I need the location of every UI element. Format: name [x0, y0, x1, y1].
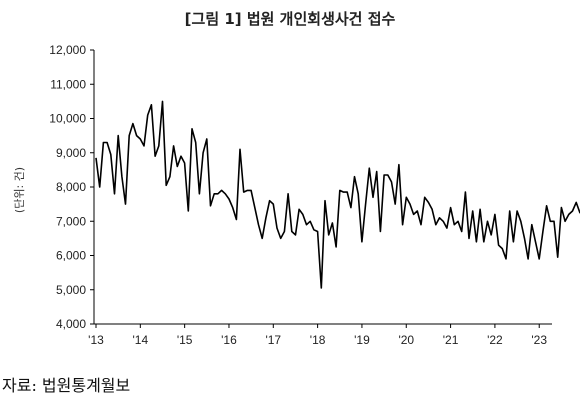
y-tick-label: 7,000 [56, 214, 86, 228]
chart-title: [그림 1] 법원 개인회생사건 접수 [184, 10, 396, 28]
x-tick-label: '23 [531, 333, 547, 347]
x-tick-label: '22 [487, 333, 503, 347]
x-tick-label: '19 [354, 333, 370, 347]
y-tick-label: 6,000 [56, 249, 86, 263]
x-tick-labels: '13 '14 '15 '16 '17 '18 '19 '20 '21 '22 '23 [88, 324, 547, 347]
y-tick-label: 5,000 [56, 283, 86, 297]
x-tick-label: '13 [88, 333, 104, 347]
y-tick-labels: 4,000 5,000 6,000 7,000 8,000 9,000 10,000 11,0… [49, 43, 94, 331]
x-tick-label: '17 [265, 333, 281, 347]
series-line [95, 100, 580, 289]
x-tick-label: '20 [398, 333, 414, 347]
y-tick-label: 4,000 [56, 317, 86, 331]
y-tick-label: 11,000 [50, 77, 86, 91]
y-tick-label: 9,000 [56, 146, 86, 160]
source-note: 자료: 법원통계월보 [2, 376, 131, 395]
y-tick-label: 8,000 [56, 180, 86, 194]
x-tick-label: '15 [177, 333, 193, 347]
series-plot [95, 100, 580, 289]
chart-axes [93, 50, 552, 325]
y-axis-label: (단위: 건) [13, 167, 26, 213]
x-tick-label: '21 [443, 333, 459, 347]
x-tick-label: '16 [221, 333, 237, 347]
x-tick-label: '14 [133, 333, 149, 347]
x-tick-label: '18 [310, 333, 326, 347]
y-tick-label: 10,000 [49, 112, 86, 126]
y-tick-label: 12,000 [49, 43, 86, 57]
